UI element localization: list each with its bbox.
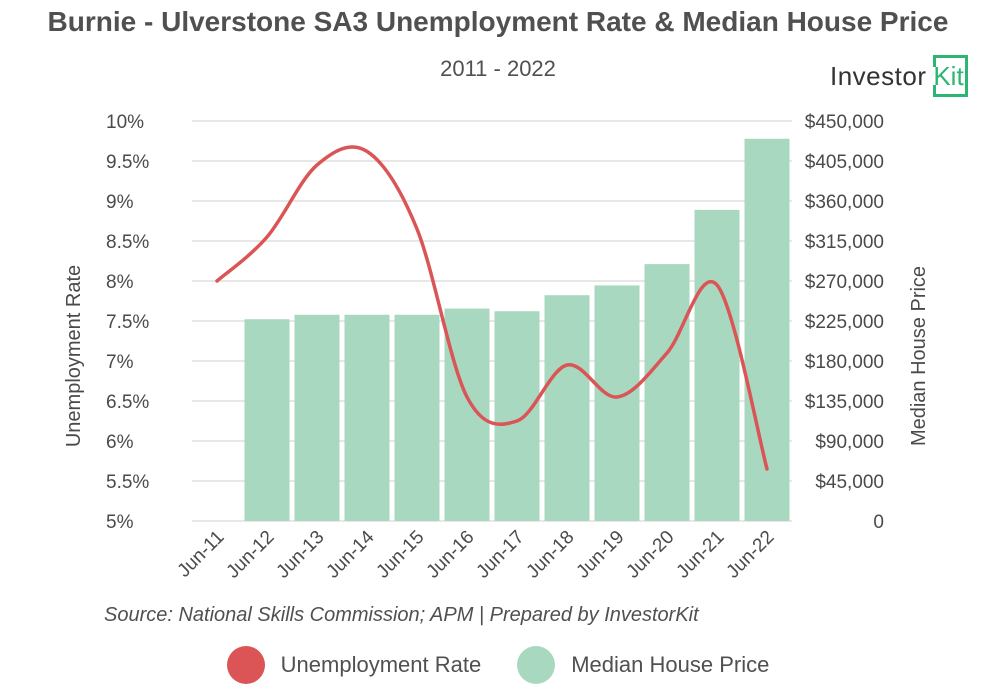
x-tick-label: Jun-11 <box>174 527 229 582</box>
y-right-tick-label: $225,000 <box>805 312 884 333</box>
logo-box: Kit <box>932 55 968 97</box>
x-axis-ticks: Jun-11Jun-12Jun-13Jun-14Jun-15Jun-16Jun-… <box>174 526 779 582</box>
chart-subtitle: 2011 - 2022 <box>440 56 556 81</box>
y-axis-label-left: Unemployment Rate <box>63 265 85 447</box>
x-tick-label: Jun-21 <box>673 527 729 583</box>
x-tick-label: Jun-13 <box>273 527 329 583</box>
logo-text: Investor <box>830 60 927 91</box>
legend-item-unemployment-rate: Unemployment Rate <box>226 646 482 684</box>
bar-jun-16 <box>444 308 490 521</box>
y-left-tick-label: 7.5% <box>106 312 149 333</box>
y-right-tick-label: $450,000 <box>805 112 884 133</box>
y-left-tick-label: 5% <box>106 512 134 533</box>
bar-jun-15 <box>394 314 440 521</box>
y-right-tick-label: $315,000 <box>805 232 884 253</box>
bar-jun-20 <box>644 264 690 521</box>
y-left-tick-label: 8% <box>106 272 134 293</box>
y-left-tick-label: 9.5% <box>106 152 149 173</box>
line-series-unemployment-rate <box>215 145 769 471</box>
x-tick-label: Jun-22 <box>723 527 779 583</box>
y-right-tick-label: $180,000 <box>805 352 884 373</box>
x-tick-label: Jun-15 <box>373 527 429 583</box>
chart-title: Burnie - Ulverstone SA3 Unemployment Rat… <box>47 6 949 37</box>
y-left-tick-label: 9% <box>106 192 134 213</box>
y-axis-label-right: Median House Price <box>908 266 930 446</box>
x-tick-label: Jun-14 <box>323 526 379 582</box>
bar-jun-14 <box>344 314 390 521</box>
legend: Unemployment Rate Median House Price <box>0 646 996 684</box>
left-axis-ticks: 5% 5.5% 6% 6.5% 7% 7.5% 8% 8.5% 9% 9.5% 10% <box>106 112 149 533</box>
y-right-tick-label: $360,000 <box>805 192 884 213</box>
source-note: Source: National Skills Commission; APM … <box>104 604 699 626</box>
investorkit-logo: Investor Kit <box>830 55 968 97</box>
y-left-tick-label: 6.5% <box>106 392 149 413</box>
x-tick-label: Jun-16 <box>423 527 479 583</box>
legend-swatch-median-house-price <box>517 646 556 684</box>
x-tick-label: Jun-18 <box>523 527 579 583</box>
y-right-tick-label: $405,000 <box>805 152 884 173</box>
bar-jun-19 <box>594 285 640 521</box>
right-axis-ticks: 0 $45,000 $90,000 $135,000 $180,000 $225,000 $… <box>805 112 884 533</box>
legend-swatch-unemployment-rate <box>226 646 265 684</box>
y-left-tick-label: 6% <box>106 432 134 453</box>
bar-jun-17 <box>494 311 540 521</box>
legend-item-median-house-price: Median House Price <box>517 646 769 684</box>
bar-jun-21 <box>694 209 740 521</box>
y-right-tick-label: $135,000 <box>805 392 884 413</box>
y-left-tick-label: 5.5% <box>106 472 149 493</box>
bar-jun-18 <box>544 295 590 521</box>
y-left-tick-label: 10% <box>106 112 144 133</box>
y-left-tick-label: 7% <box>106 352 134 373</box>
legend-label-median-house-price: Median House Price <box>571 652 770 677</box>
bar-jun-22 <box>744 138 790 521</box>
y-left-tick-label: 8.5% <box>106 232 149 253</box>
bar-series-median-house-price <box>244 138 790 521</box>
x-tick-label: Jun-19 <box>573 527 629 583</box>
y-right-tick-label: $90,000 <box>815 432 884 453</box>
bar-jun-12 <box>244 319 290 521</box>
legend-label-unemployment-rate: Unemployment Rate <box>280 652 482 677</box>
y-right-tick-label: $45,000 <box>815 472 884 493</box>
y-right-tick-label: 0 <box>873 512 884 533</box>
x-tick-label: Jun-12 <box>223 527 279 583</box>
bar-jun-13 <box>294 314 340 521</box>
x-tick-label: Jun-20 <box>623 527 679 583</box>
x-tick-label: Jun-17 <box>473 527 529 583</box>
y-right-tick-label: $270,000 <box>805 272 884 293</box>
